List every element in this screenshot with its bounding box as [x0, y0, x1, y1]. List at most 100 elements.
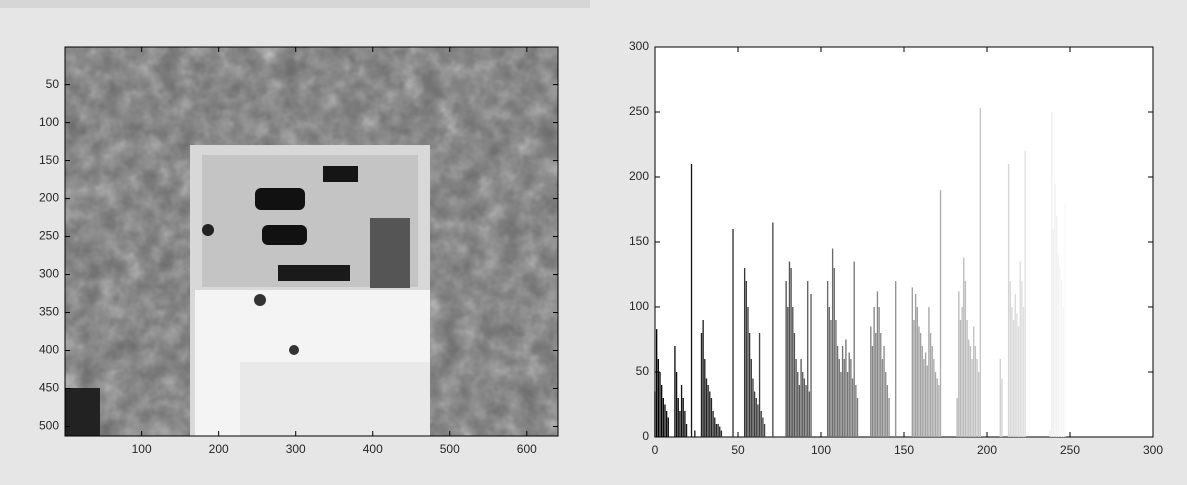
bar: [714, 417, 716, 437]
x-tick-label: 250: [1060, 443, 1080, 457]
bar: [855, 385, 857, 437]
bar: [828, 307, 830, 437]
image-slab: [240, 362, 430, 436]
y-tick-label: 50: [636, 364, 650, 378]
bar: [810, 294, 812, 437]
y-tick-label: 250: [39, 229, 59, 243]
bar: [745, 281, 747, 437]
bar: [924, 352, 927, 437]
bar: [978, 372, 980, 437]
bar: [840, 372, 842, 437]
bar: [684, 411, 686, 437]
bar: [763, 424, 766, 437]
x-tick-label: 200: [977, 443, 997, 457]
bar: [870, 326, 872, 437]
bar: [851, 378, 854, 437]
bar: [772, 222, 774, 437]
bar: [971, 359, 973, 437]
bar: [690, 164, 693, 437]
image-object: [370, 218, 410, 288]
bar: [1024, 151, 1026, 437]
bar: [934, 372, 937, 437]
bar: [871, 346, 874, 437]
bar: [654, 391, 656, 437]
bar: [833, 268, 835, 437]
bar: [694, 430, 696, 437]
bar: [913, 320, 915, 437]
bar: [1064, 203, 1066, 437]
bar: [760, 411, 762, 437]
x-tick-label: 100: [811, 443, 831, 457]
bar: [836, 346, 839, 437]
bar: [856, 398, 859, 437]
bar: [939, 190, 942, 437]
y-tick-label: 450: [39, 381, 59, 395]
bar: [885, 372, 887, 437]
bar: [679, 411, 681, 437]
image-object: [65, 388, 100, 436]
bar: [788, 261, 791, 437]
bar: [659, 372, 661, 437]
bar: [1011, 307, 1013, 437]
bar: [876, 291, 879, 437]
bar: [655, 329, 658, 437]
bar: [762, 417, 764, 437]
bar: [795, 359, 797, 437]
bar: [757, 404, 759, 437]
bar: [717, 424, 719, 437]
bar: [883, 346, 885, 437]
bar: [895, 281, 897, 437]
bar: [674, 346, 676, 437]
bar: [973, 326, 975, 437]
bar: [923, 359, 925, 437]
bar: [1059, 268, 1061, 437]
bar: [838, 359, 840, 437]
bar: [790, 268, 792, 437]
bar: [976, 359, 978, 437]
bar: [710, 398, 713, 437]
y-tick-label: 50: [46, 77, 60, 91]
bar: [875, 333, 877, 437]
bar: [753, 391, 756, 437]
bar: [667, 417, 669, 437]
bar: [846, 372, 849, 437]
bar: [958, 291, 960, 437]
x-tick-label: 500: [440, 442, 460, 456]
bar: [1062, 307, 1065, 437]
bar: [843, 359, 845, 437]
bar: [1012, 320, 1015, 437]
bar: [931, 346, 933, 437]
bar: [853, 261, 855, 437]
toolbar-strip: [0, 0, 590, 8]
bar: [787, 307, 789, 437]
y-tick-label: 400: [39, 343, 59, 357]
bar: [808, 391, 811, 437]
bar: [675, 372, 678, 437]
bar: [732, 229, 734, 437]
aerial-image: [65, 47, 558, 436]
bar: [1021, 281, 1023, 437]
x-tick-label: 100: [132, 442, 152, 456]
y-tick-label: 500: [39, 419, 59, 433]
bar: [1007, 164, 1010, 437]
bar: [1056, 216, 1058, 437]
bar: [999, 359, 1001, 437]
bar: [1016, 313, 1018, 437]
bar: [752, 378, 754, 437]
bar: [704, 359, 706, 437]
bar: [886, 385, 889, 437]
bar: [979, 108, 982, 437]
bar: [677, 398, 679, 437]
bar: [1057, 255, 1060, 437]
bar: [1022, 307, 1025, 437]
x-tick-label: 600: [517, 442, 537, 456]
bar: [916, 307, 918, 437]
bar: [747, 307, 749, 437]
x-tick-label: 150: [894, 443, 914, 457]
bar: [969, 346, 972, 437]
bar: [755, 398, 757, 437]
bar: [850, 359, 852, 437]
bar: [743, 268, 746, 437]
bar: [911, 287, 913, 437]
bar: [792, 307, 794, 437]
